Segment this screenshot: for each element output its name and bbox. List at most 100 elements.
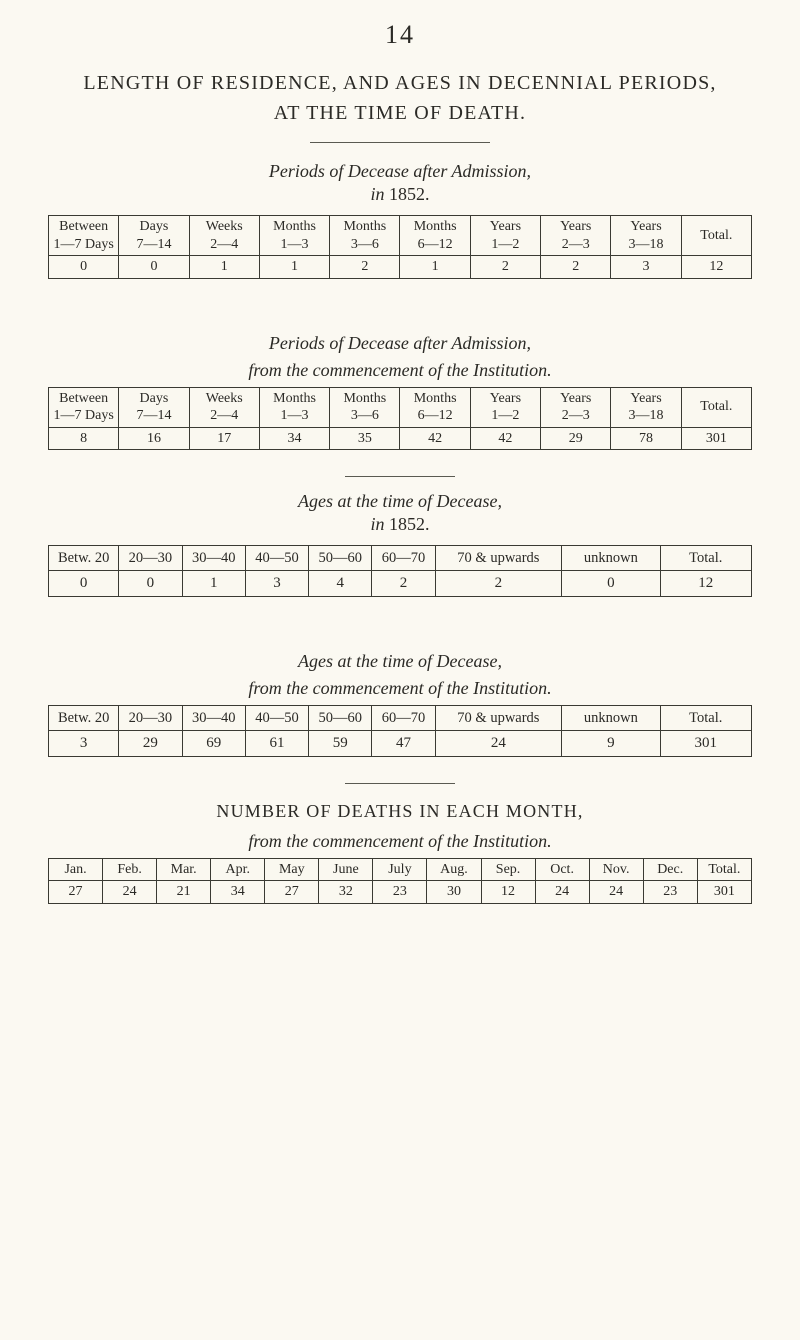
table3-caption-line2: in 1852. [48, 514, 752, 535]
cell: 29 [541, 427, 611, 450]
header-l2: 3—18 [629, 408, 664, 423]
cell: 3 [49, 731, 119, 757]
cell: 32 [319, 881, 373, 904]
label-year: 1852. [389, 514, 430, 534]
header-l2: 7—14 [136, 237, 171, 252]
cell: 3 [611, 256, 681, 279]
col-header: Betw. 20 [49, 705, 119, 730]
cell: 23 [643, 881, 697, 904]
col-header: Total. [697, 858, 751, 881]
cell: 0 [562, 571, 660, 597]
spacer [48, 623, 752, 645]
main-title: LENGTH OF RESIDENCE, AND AGES IN DECENNI… [48, 68, 752, 128]
cell: 9 [562, 731, 660, 757]
header-l2: 1—7 Days [54, 237, 114, 252]
col-header: Years2—3 [541, 216, 611, 256]
col-header: Months3—6 [330, 387, 400, 427]
col-header: unknown [562, 705, 660, 730]
header-l1: Months [414, 391, 457, 406]
col-header: Sep. [481, 858, 535, 881]
col-header: 30—40 [182, 546, 245, 571]
table-header-row: Jan. Feb. Mar. Apr. May June July Aug. S… [49, 858, 752, 881]
table2-caption-line1: Periods of Decease after Admission, [48, 333, 752, 354]
table5-subtitle: from the commencement of the Institution… [48, 831, 752, 852]
cell: 24 [435, 731, 562, 757]
label-year: 1852. [389, 184, 430, 204]
col-header: unknown [562, 546, 660, 571]
table1-caption-line1: Periods of Decease after Admission, [48, 161, 752, 182]
table-row: 27 24 21 34 27 32 23 30 12 24 24 23 301 [49, 881, 752, 904]
col-header: Mar. [157, 858, 211, 881]
divider [345, 476, 455, 477]
col-header: May [265, 858, 319, 881]
cell: 0 [119, 571, 182, 597]
col-header: Weeks2—4 [189, 216, 259, 256]
header-l2: 2—4 [210, 408, 238, 423]
col-header: Between1—7 Days [49, 216, 119, 256]
header-l1: Years [560, 391, 591, 406]
header-l2: 2—3 [562, 237, 590, 252]
cell: 27 [265, 881, 319, 904]
header-l1: Total. [700, 399, 732, 414]
col-header: Dec. [643, 858, 697, 881]
cell: 24 [103, 881, 157, 904]
table1-caption-line2: in 1852. [48, 184, 752, 205]
cell: 301 [660, 731, 751, 757]
cell: 1 [182, 571, 245, 597]
col-header: Total. [681, 216, 751, 256]
table-periods-1852: Between1—7 Days Days 7—14 Weeks2—4 Months… [48, 215, 752, 279]
col-header: Days 7—14 [119, 216, 189, 256]
table-row: 0 0 1 3 4 2 2 0 12 [49, 571, 752, 597]
col-header: Betw. 20 [49, 546, 119, 571]
col-header: Oct. [535, 858, 589, 881]
col-header: Feb. [103, 858, 157, 881]
main-title-line-1: LENGTH OF RESIDENCE, AND AGES IN DECENNI… [83, 72, 716, 94]
header-l1: Months [343, 219, 386, 234]
col-header: Years3—18 [611, 387, 681, 427]
col-header: Months 3—6 [330, 216, 400, 256]
cell: 1 [189, 256, 259, 279]
cell: 2 [470, 256, 540, 279]
cell: 23 [373, 881, 427, 904]
cell: 301 [697, 881, 751, 904]
spacer [48, 305, 752, 327]
cell: 3 [245, 571, 308, 597]
header-l2: 3—6 [351, 237, 379, 252]
col-header: 20—30 [119, 705, 182, 730]
header-l2: 6—12 [418, 237, 453, 252]
cell: 2 [330, 256, 400, 279]
table-periods-institution: Between1—7 Days Days7—14 Weeks2—4 Months… [48, 387, 752, 451]
cell: 34 [259, 427, 329, 450]
col-header: June [319, 858, 373, 881]
table-header-row: Betw. 20 20—30 30—40 40—50 50—60 60—70 7… [49, 546, 752, 571]
header-l1: Between [59, 391, 108, 406]
header-l1: Months [273, 391, 316, 406]
col-header: 40—50 [245, 705, 308, 730]
col-header: 60—70 [372, 705, 435, 730]
header-l1: Days [140, 219, 169, 234]
col-header: Weeks2—4 [189, 387, 259, 427]
table-header-row: Betw. 20 20—30 30—40 40—50 50—60 60—70 7… [49, 705, 752, 730]
cell: 29 [119, 731, 182, 757]
table-row: 8 16 17 34 35 42 42 29 78 301 [49, 427, 752, 450]
col-header: Between1—7 Days [49, 387, 119, 427]
cell: 47 [372, 731, 435, 757]
col-header: Total. [660, 546, 751, 571]
col-header: Apr. [211, 858, 265, 881]
cell: 12 [681, 256, 751, 279]
cell: 4 [309, 571, 372, 597]
cell: 16 [119, 427, 189, 450]
divider [345, 783, 455, 784]
col-header: Years3—18 [611, 216, 681, 256]
header-l1: Years [630, 219, 661, 234]
header-l1: Days [140, 391, 169, 406]
page: 1 4 LENGTH OF RESIDENCE, AND AGES IN DECE… [0, 0, 800, 1340]
col-header: 50—60 [309, 546, 372, 571]
cell: 1 [259, 256, 329, 279]
header-l1: Months [273, 219, 316, 234]
col-header: July [373, 858, 427, 881]
header-l1: Years [490, 219, 521, 234]
col-header: 40—50 [245, 546, 308, 571]
cell: 24 [589, 881, 643, 904]
header-l2: 6—12 [418, 408, 453, 423]
